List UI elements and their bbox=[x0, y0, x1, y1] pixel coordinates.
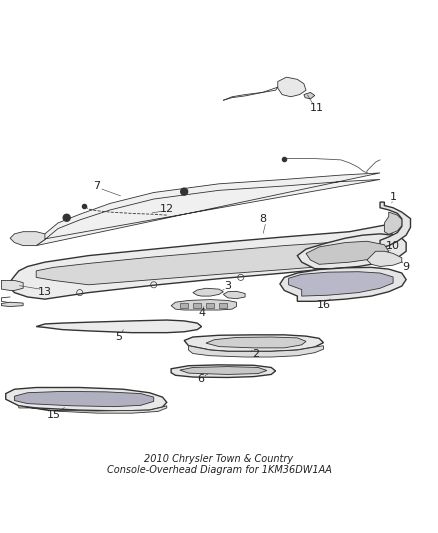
Text: 8: 8 bbox=[259, 214, 266, 224]
Polygon shape bbox=[223, 292, 245, 298]
Polygon shape bbox=[289, 272, 393, 296]
Polygon shape bbox=[36, 238, 380, 285]
Polygon shape bbox=[206, 337, 306, 348]
Text: 5: 5 bbox=[115, 332, 122, 342]
Bar bbox=[206, 303, 214, 308]
Polygon shape bbox=[171, 300, 237, 310]
Polygon shape bbox=[171, 365, 276, 377]
Polygon shape bbox=[6, 387, 167, 411]
Text: 4: 4 bbox=[198, 308, 205, 318]
Polygon shape bbox=[36, 173, 380, 246]
Text: 3: 3 bbox=[224, 281, 231, 291]
Bar bbox=[180, 303, 187, 308]
Polygon shape bbox=[297, 234, 406, 269]
Polygon shape bbox=[278, 77, 306, 97]
Text: 1: 1 bbox=[389, 192, 396, 202]
Polygon shape bbox=[19, 406, 167, 413]
Text: 11: 11 bbox=[310, 103, 324, 112]
Polygon shape bbox=[385, 212, 402, 235]
Polygon shape bbox=[184, 335, 323, 351]
Polygon shape bbox=[380, 202, 410, 248]
Bar bbox=[219, 303, 227, 308]
Circle shape bbox=[181, 188, 187, 195]
Polygon shape bbox=[188, 346, 323, 357]
Polygon shape bbox=[280, 268, 406, 301]
Polygon shape bbox=[10, 223, 393, 299]
Polygon shape bbox=[306, 241, 389, 264]
Polygon shape bbox=[1, 280, 23, 290]
Text: 12: 12 bbox=[160, 204, 174, 214]
Text: 15: 15 bbox=[46, 410, 60, 421]
Text: 9: 9 bbox=[403, 262, 410, 272]
Circle shape bbox=[63, 214, 70, 221]
Text: 2: 2 bbox=[252, 350, 260, 359]
Text: 16: 16 bbox=[316, 300, 330, 310]
Text: 7: 7 bbox=[94, 181, 101, 191]
Polygon shape bbox=[36, 320, 201, 333]
Text: 10: 10 bbox=[386, 240, 400, 251]
Text: 13: 13 bbox=[38, 287, 52, 297]
Polygon shape bbox=[14, 391, 154, 407]
Bar bbox=[193, 303, 201, 308]
Text: 6: 6 bbox=[197, 374, 204, 384]
Polygon shape bbox=[180, 367, 267, 375]
Polygon shape bbox=[367, 251, 402, 266]
Polygon shape bbox=[193, 288, 223, 296]
Polygon shape bbox=[304, 92, 315, 99]
Text: 2010 Chrysler Town & Country
Console-Overhead Diagram for 1KM36DW1AA: 2010 Chrysler Town & Country Console-Ove… bbox=[106, 454, 332, 475]
Polygon shape bbox=[1, 302, 23, 306]
Polygon shape bbox=[10, 232, 45, 246]
